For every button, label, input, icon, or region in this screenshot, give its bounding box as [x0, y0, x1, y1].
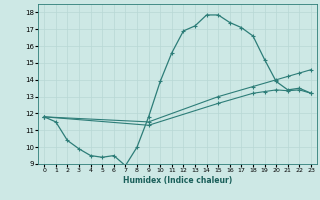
X-axis label: Humidex (Indice chaleur): Humidex (Indice chaleur): [123, 176, 232, 185]
